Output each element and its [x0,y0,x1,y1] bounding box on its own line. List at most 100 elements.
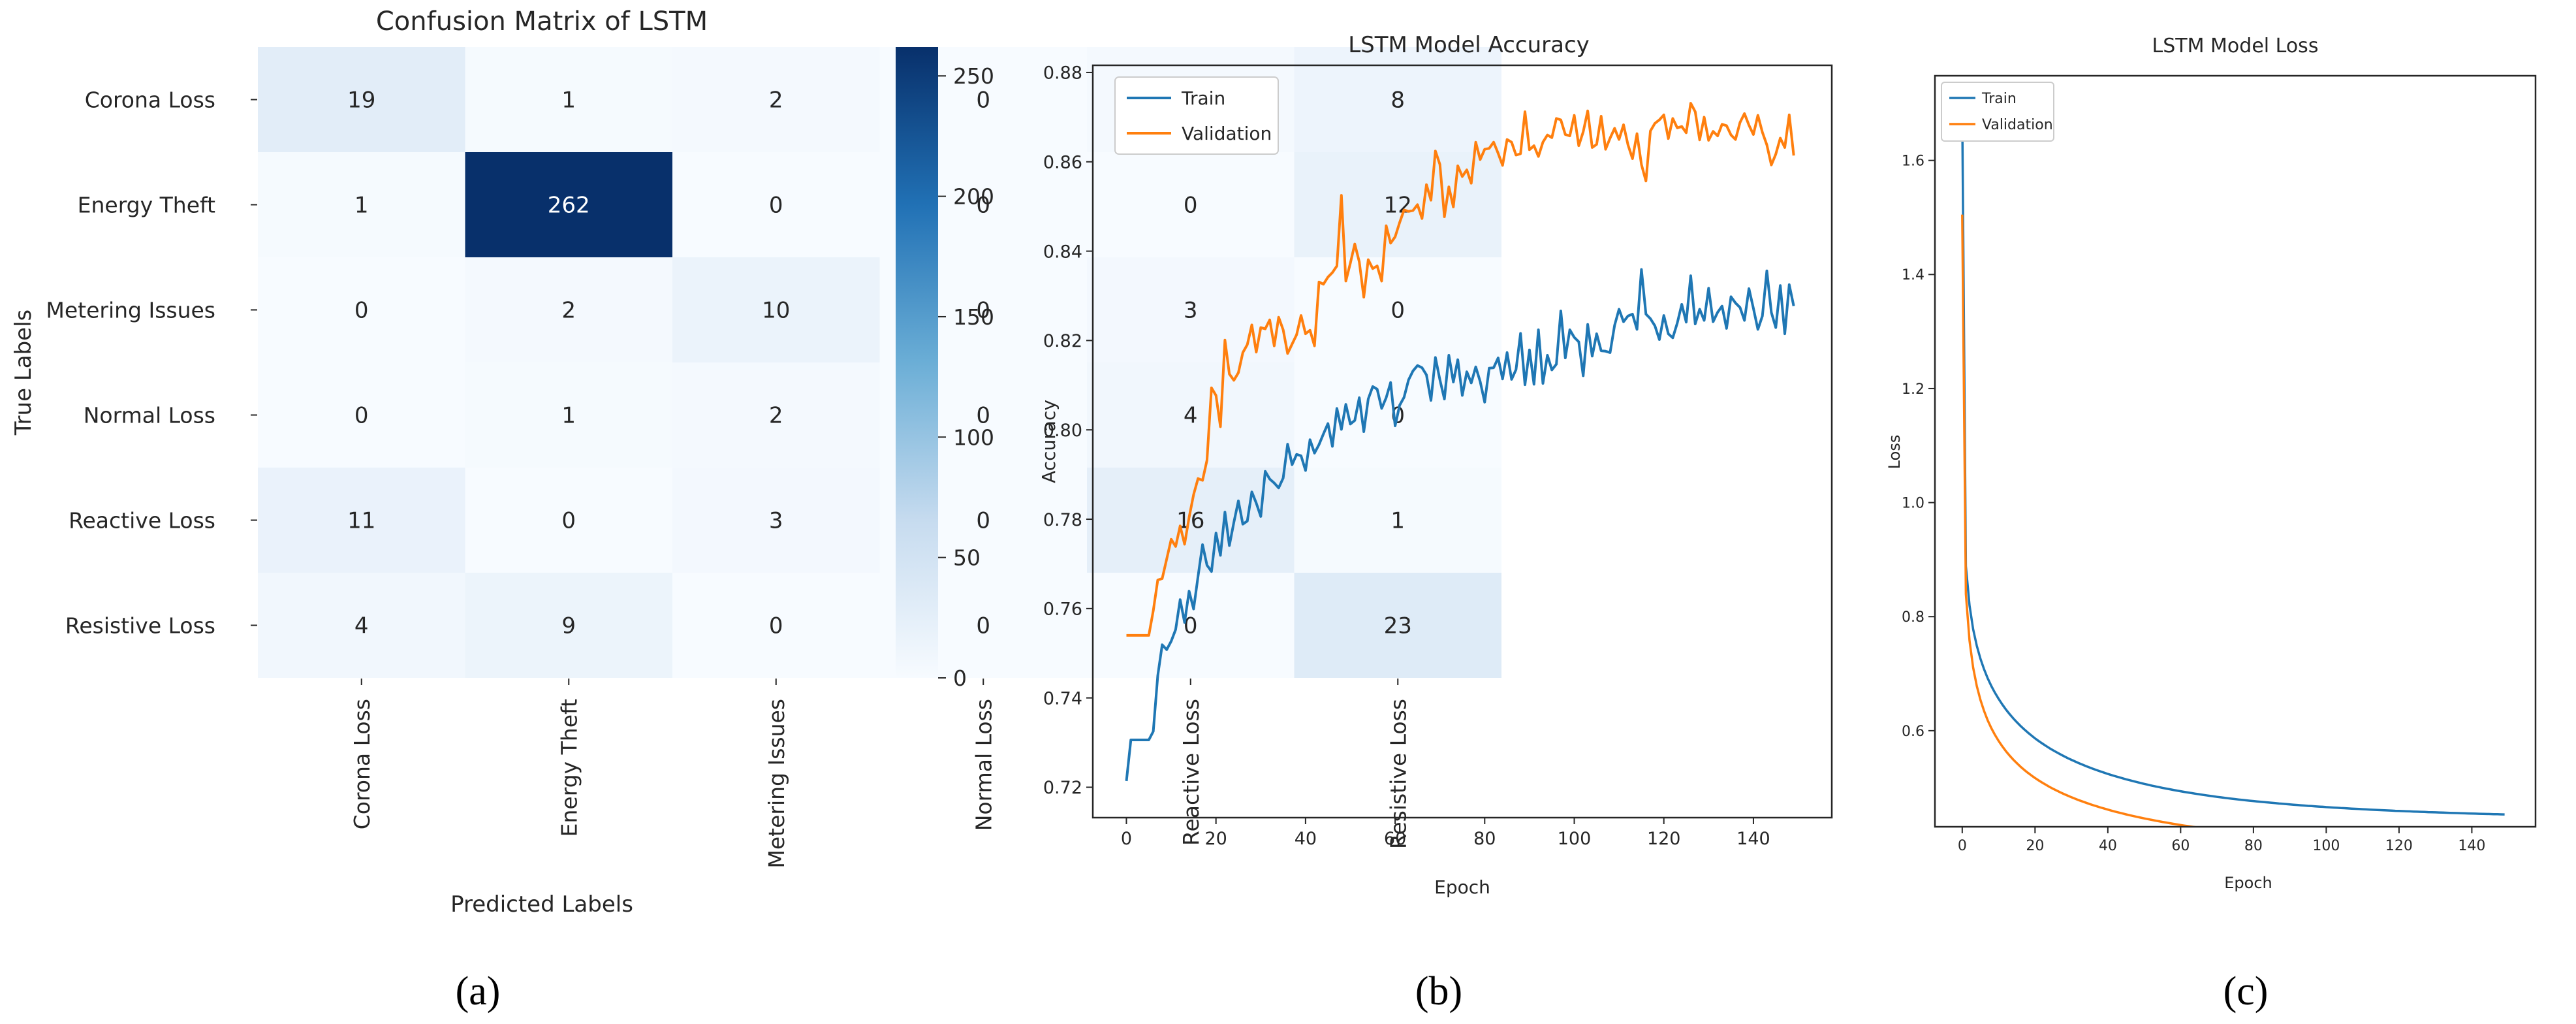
cm-cell-value: 0 [1390,298,1405,324]
x-tick-label: 80 [1473,829,1496,849]
colorbar-tick-label: 100 [953,424,994,450]
accuracy-panel: LSTM Model Accuracy 0 20 40 60 80 100 120 1400.… [1038,32,1833,898]
x-tick-label: 60 [1384,829,1406,849]
x-tick-label: 120 [2385,838,2413,854]
y-tick-label: 0.76 [1043,600,1082,620]
series-train-line [1961,110,2505,816]
loss-legend-validation-label: Validation [1982,117,2053,133]
x-tick-label: 80 [2244,838,2263,854]
cm-row-label: Normal Loss [84,403,215,428]
cm-row-label: Corona Loss [85,88,215,113]
cm-cell [258,573,465,678]
cm-cell [465,47,672,152]
colorbar-ticks: 0 50 100 150 200 250 [938,63,994,691]
panel-label-b: (b) [1415,969,1462,1014]
accuracy-legend-validation-label: Validation [1182,123,1272,144]
cm-cell [465,257,672,362]
cm-cell-value: 12 [1384,193,1412,219]
cm-cell-value: 0 [354,403,369,429]
x-tick-label: 20 [2026,838,2044,854]
cm-xlabel: Predicted Labels [450,891,633,918]
colorbar-tick-label: 200 [953,184,994,210]
accuracy-title: LSTM Model Accuracy [1348,32,1590,58]
cm-cell-value: 4 [1184,403,1198,429]
x-tick-label: 40 [2099,838,2117,854]
colorbar [896,47,938,678]
cm-cell-value: 262 [548,193,590,219]
cm-cell [258,468,465,573]
accuracy-legend-train-label: Train [1181,88,1225,109]
cm-cell-value: 2 [769,88,783,114]
cm-row-label: Metering Issues [46,298,215,323]
loss-ticks: 0 20 40 60 80 100 120 140 0.6 0.8 1.0 1.2 1.4 1.6 [1902,153,2485,854]
cm-ylabel: True Labels [10,310,37,436]
confusion-matrix-panel: Confusion Matrix of LSTM 191202812620001… [10,7,1501,918]
x-tick-label: 100 [1558,829,1592,849]
accuracy-lines [1125,102,1795,782]
cm-cell-value: 0 [769,613,783,639]
cm-col-label: Energy Theft [556,699,582,837]
cm-cell [672,468,880,573]
cm-cell-value: 0 [1184,613,1198,639]
y-tick-label: 1.0 [1902,496,1924,512]
cm-cell [1294,468,1501,573]
x-tick-label: 140 [1736,829,1770,849]
x-tick-label: 20 [1204,829,1227,849]
cm-cell-value: 0 [976,88,990,114]
loss-panel: LSTM Model Loss 0 20 40 60 80 100 120 140 0.6 0.8… [1885,35,2537,892]
cm-cells: 1912028126200012021003001204011030161490… [258,47,1501,678]
accuracy-ylabel: Accuracy [1038,400,1060,483]
cm-cell-value: 23 [1384,613,1412,639]
cm-cell [465,362,672,468]
cm-cell [672,362,880,468]
cm-cell-value: 19 [347,88,375,114]
accuracy-legend: Train Validation [1114,76,1279,155]
y-tick-label: 0.78 [1043,510,1082,530]
cm-col-label: Reactive Loss [1178,699,1204,846]
cm-row-label: Resistive Loss [65,613,215,639]
cm-cell-value: 9 [561,613,576,639]
cm-cell [1087,573,1295,678]
cm-cell [1087,468,1295,573]
loss-xlabel: Epoch [2224,874,2272,892]
cm-cell [672,152,880,257]
cm-col-label: Normal Loss [971,699,996,831]
colorbar-tick-label: 250 [953,63,994,89]
cm-row-label: Reactive Loss [69,508,215,534]
colorbar-tick-label: 0 [953,665,967,691]
x-tick-label: 140 [2458,838,2485,854]
y-tick-label: 0.74 [1043,688,1082,709]
cm-cell-value: 2 [561,298,576,324]
accuracy-xlabel: Epoch [1434,876,1490,898]
y-tick-label: 1.4 [1902,267,1924,283]
cm-cell-value: 0 [976,193,990,219]
x-tick-label: 100 [2312,838,2340,854]
y-tick-label: 0.80 [1043,421,1082,441]
loss-lines [1961,110,2505,827]
loss-legend: Train Validation [1941,82,2054,142]
cm-cell [258,152,465,257]
cm-cell-value: 0 [354,298,369,324]
panel-label-c: (c) [2223,969,2269,1014]
cm-cell [258,47,465,152]
cm-cell [1087,152,1295,257]
cm-cell [1087,257,1295,362]
x-tick-label: 0 [1958,838,1967,854]
cm-cell [1294,573,1501,678]
cm-cell-value: 0 [561,508,576,534]
cm-cell-value: 10 [762,298,790,324]
accuracy-ticks: 0 20 40 60 80 100 120 1400.720.740.760.780.800.… [1043,63,1770,849]
cm-cell [672,257,880,362]
cm-cell-value: 1 [1390,508,1405,534]
loss-title: LSTM Model Loss [2152,35,2319,57]
y-tick-label: 0.84 [1043,242,1082,262]
cm-cell [465,468,672,573]
cm-cell-value: 0 [1184,193,1198,219]
x-tick-label: 40 [1295,829,1317,849]
x-tick-label: 0 [1121,829,1132,849]
cm-cell-value: 1 [561,88,576,114]
y-tick-label: 1.6 [1902,153,1924,170]
loss-axes-frame [1934,74,2537,828]
series-train-line [1125,268,1795,782]
